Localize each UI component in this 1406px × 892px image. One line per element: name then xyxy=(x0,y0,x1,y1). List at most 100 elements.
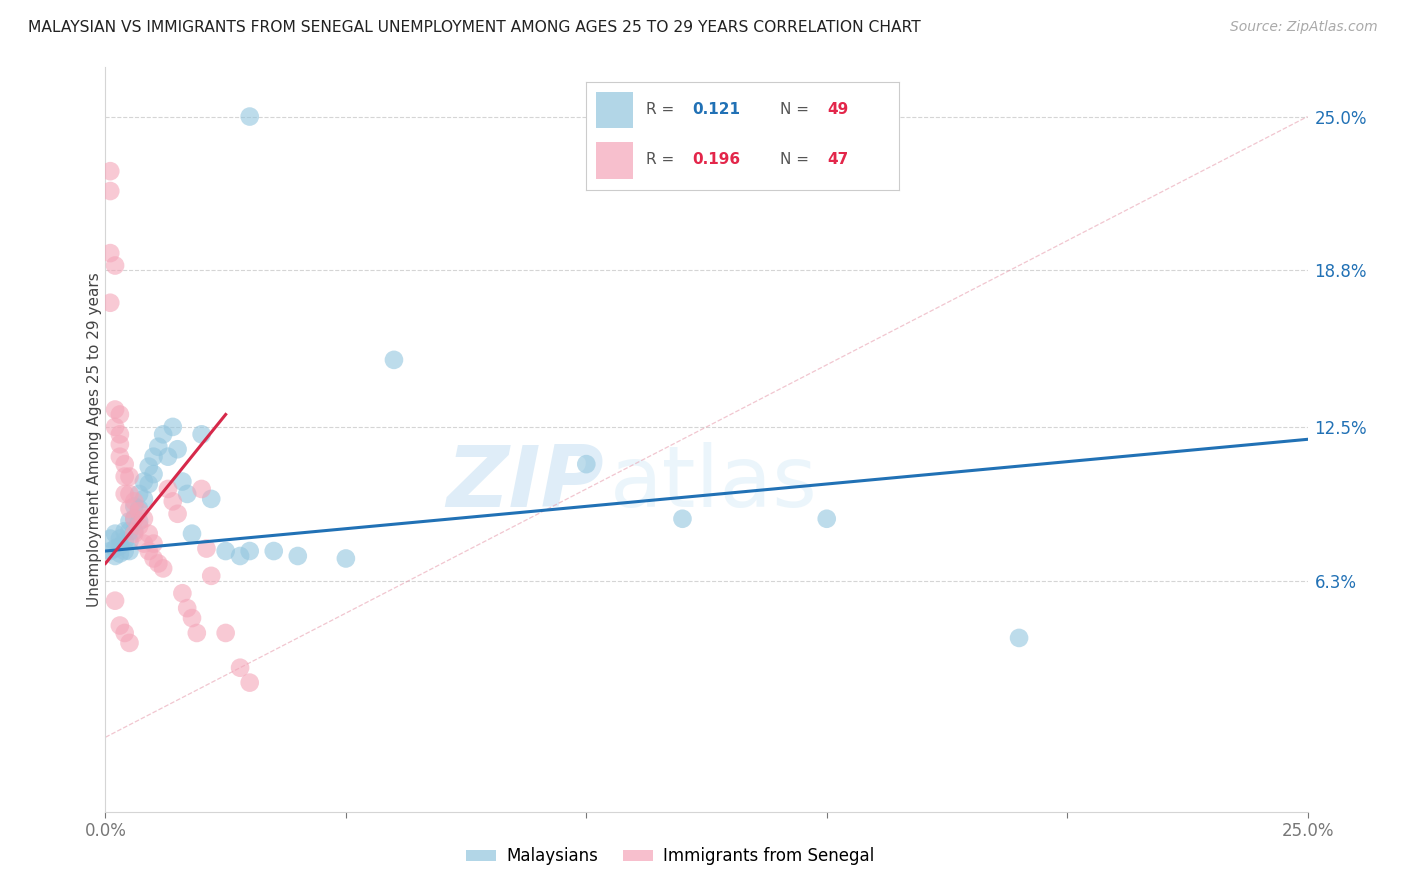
Point xyxy=(118,636,141,650)
Point xyxy=(108,547,131,561)
Point xyxy=(128,519,150,533)
Point xyxy=(176,601,198,615)
Point xyxy=(114,524,136,538)
Point xyxy=(142,551,165,566)
Point xyxy=(98,184,121,198)
Text: MALAYSIAN VS IMMIGRANTS FROM SENEGAL UNEMPLOYMENT AMONG AGES 25 TO 29 YEARS CORR: MALAYSIAN VS IMMIGRANTS FROM SENEGAL UNE… xyxy=(28,20,921,35)
Point xyxy=(118,544,141,558)
Point xyxy=(200,491,222,506)
Point xyxy=(132,536,155,550)
Point xyxy=(176,487,198,501)
Point xyxy=(214,544,236,558)
Point xyxy=(239,675,262,690)
Point xyxy=(104,420,127,434)
Point xyxy=(108,532,131,546)
Point xyxy=(181,526,204,541)
Point xyxy=(108,539,131,553)
Point xyxy=(214,626,236,640)
Point xyxy=(138,459,160,474)
Point xyxy=(142,467,165,481)
Point xyxy=(152,561,174,575)
Point xyxy=(118,534,141,549)
Point xyxy=(108,618,131,632)
Point xyxy=(98,164,121,178)
Point xyxy=(124,512,146,526)
Legend: Malaysians, Immigrants from Senegal: Malaysians, Immigrants from Senegal xyxy=(460,840,882,871)
Point xyxy=(98,246,121,260)
Point xyxy=(138,544,160,558)
Point xyxy=(118,524,141,538)
Point xyxy=(98,544,121,558)
Point xyxy=(142,450,165,464)
Point xyxy=(239,544,262,558)
Point xyxy=(148,557,170,571)
Point xyxy=(124,500,146,514)
Point xyxy=(152,427,174,442)
Point xyxy=(229,661,252,675)
Point xyxy=(162,420,184,434)
Point xyxy=(1008,631,1031,645)
Point xyxy=(162,494,184,508)
Point xyxy=(108,427,131,442)
Point xyxy=(575,457,598,471)
Point xyxy=(124,494,146,508)
Point xyxy=(114,544,136,558)
Point xyxy=(118,487,141,501)
Point xyxy=(166,507,188,521)
Point xyxy=(195,541,218,556)
Point xyxy=(104,526,127,541)
Point xyxy=(263,544,285,558)
Point xyxy=(104,593,127,607)
Point xyxy=(128,487,150,501)
Point xyxy=(181,611,204,625)
Point xyxy=(104,541,127,556)
Y-axis label: Unemployment Among Ages 25 to 29 years: Unemployment Among Ages 25 to 29 years xyxy=(87,272,101,607)
Point xyxy=(114,534,136,549)
Point xyxy=(108,450,131,464)
Point xyxy=(114,626,136,640)
Point xyxy=(114,487,136,501)
Point xyxy=(138,477,160,491)
Point xyxy=(132,475,155,489)
Point xyxy=(172,475,194,489)
Point xyxy=(382,352,405,367)
Point xyxy=(114,457,136,471)
Point xyxy=(190,482,212,496)
Point xyxy=(104,402,127,417)
Point xyxy=(108,408,131,422)
Point xyxy=(142,536,165,550)
Point xyxy=(114,469,136,483)
Point xyxy=(118,501,141,516)
Point xyxy=(138,526,160,541)
Point xyxy=(132,512,155,526)
Point xyxy=(172,586,194,600)
Point xyxy=(671,512,693,526)
Point xyxy=(200,569,222,583)
Text: ZIP: ZIP xyxy=(447,442,605,525)
Point xyxy=(148,440,170,454)
Point xyxy=(128,501,150,516)
Point xyxy=(186,626,208,640)
Point xyxy=(156,482,179,496)
Point xyxy=(190,427,212,442)
Text: Source: ZipAtlas.com: Source: ZipAtlas.com xyxy=(1230,20,1378,34)
Point xyxy=(98,295,121,310)
Point xyxy=(335,551,357,566)
Point xyxy=(98,532,121,546)
Point xyxy=(124,524,146,538)
Point xyxy=(118,514,141,528)
Text: atlas: atlas xyxy=(610,442,818,525)
Point xyxy=(104,549,127,563)
Point xyxy=(124,526,146,541)
Point xyxy=(128,504,150,518)
Point xyxy=(287,549,309,563)
Point xyxy=(124,512,146,526)
Point xyxy=(128,514,150,528)
Point xyxy=(132,491,155,506)
Point xyxy=(104,259,127,273)
Point xyxy=(166,442,188,457)
Point xyxy=(156,450,179,464)
Point xyxy=(118,469,141,483)
Point xyxy=(239,110,262,124)
Point xyxy=(815,512,838,526)
